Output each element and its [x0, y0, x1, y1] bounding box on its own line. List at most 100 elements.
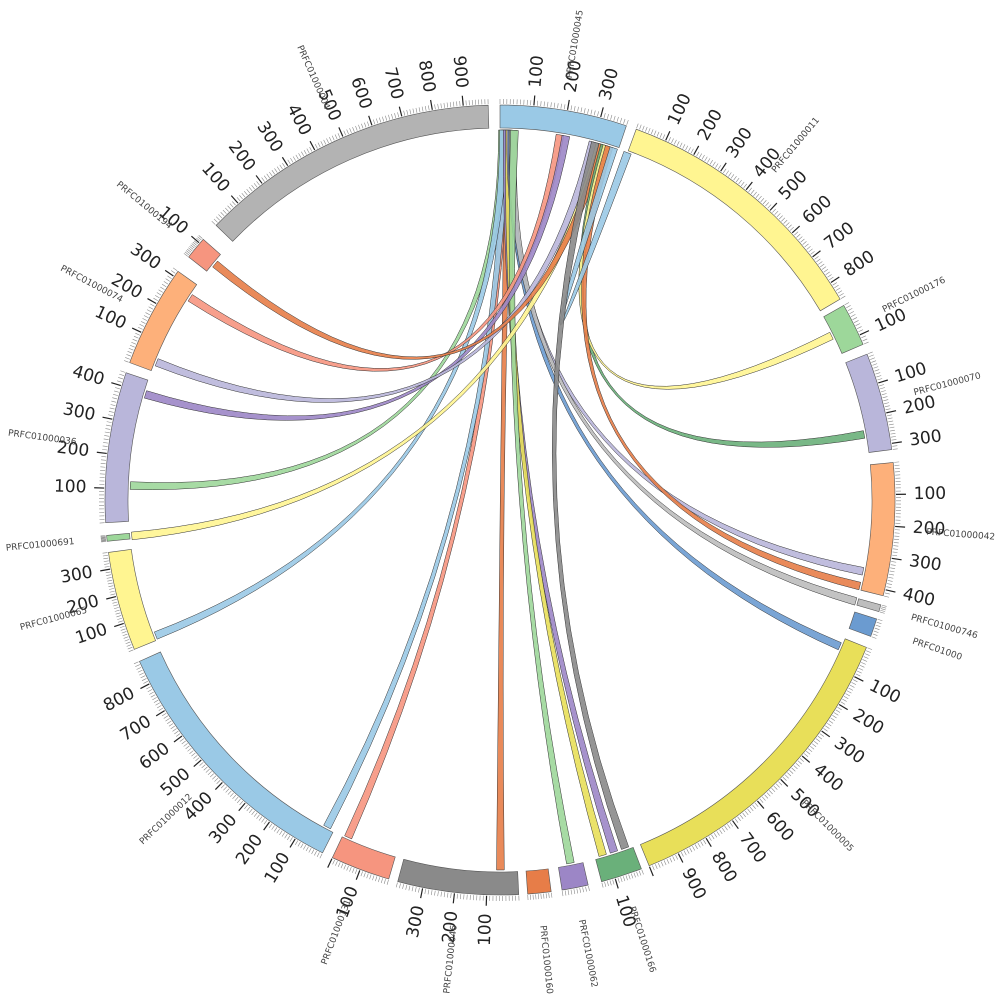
minor-tick	[303, 844, 307, 850]
segment-band-prfc01000046	[397, 858, 520, 896]
major-tick	[891, 557, 902, 561]
minor-tick	[784, 774, 789, 779]
link-prfc01000045-prfc01000065	[154, 129, 508, 640]
minor-tick	[760, 197, 765, 203]
minor-tick	[380, 878, 383, 884]
minor-tick	[140, 321, 146, 324]
minor-tick	[427, 889, 430, 895]
minor-tick	[871, 360, 877, 363]
minor-tick	[855, 673, 861, 677]
major-tick	[430, 99, 433, 110]
minor-tick	[108, 411, 114, 413]
minor-tick	[103, 442, 109, 444]
minor-tick	[880, 608, 886, 611]
minor-tick	[243, 190, 248, 196]
major-tick	[289, 838, 296, 848]
minor-tick	[692, 845, 696, 851]
minor-tick	[174, 730, 179, 735]
minor-tick	[121, 631, 127, 634]
major-tick	[398, 106, 403, 117]
minor-tick	[543, 101, 545, 107]
minor-tick	[703, 839, 707, 845]
minor-tick	[639, 124, 642, 130]
minor-tick	[133, 335, 139, 339]
minor-tick	[116, 615, 122, 618]
segment-band-prfc01000160	[525, 868, 552, 895]
minor-tick	[150, 694, 156, 698]
major-tick	[769, 202, 778, 211]
tick-label: 100	[914, 484, 947, 504]
tick-label: 200	[224, 137, 259, 175]
minor-tick	[120, 370, 126, 373]
minor-tick	[140, 675, 146, 679]
major-tick	[705, 837, 712, 848]
minor-tick	[735, 177, 740, 183]
minor-tick	[156, 292, 162, 296]
minor-tick	[287, 159, 291, 165]
minor-tick	[809, 745, 815, 750]
minor-tick	[443, 102, 445, 108]
minor-tick	[106, 577, 112, 579]
minor-tick	[560, 103, 562, 109]
minor-tick	[679, 142, 683, 148]
minor-tick	[888, 420, 894, 423]
minor-tick	[152, 697, 157, 701]
minor-tick	[717, 165, 722, 170]
minor-tick	[803, 753, 809, 757]
minor-tick	[625, 875, 628, 881]
major-tick	[114, 622, 124, 628]
major-tick	[327, 858, 333, 868]
minor-tick	[196, 237, 201, 242]
minor-tick	[110, 404, 116, 406]
major-tick	[838, 703, 848, 711]
minor-tick	[129, 344, 135, 348]
minor-tick	[263, 175, 268, 180]
minor-tick	[354, 869, 358, 875]
minor-tick	[316, 852, 320, 857]
tick-label: 100	[866, 676, 904, 708]
minor-tick	[871, 636, 877, 639]
tick-label: 300	[205, 810, 241, 848]
minor-tick	[149, 691, 154, 695]
minor-tick	[251, 185, 255, 190]
minor-tick	[282, 163, 286, 168]
minor-tick	[155, 702, 160, 706]
minor-tick	[269, 171, 273, 177]
minor-tick	[187, 248, 192, 253]
major-tick	[801, 755, 811, 763]
minor-tick	[303, 149, 307, 155]
major-tick	[648, 866, 654, 877]
minor-tick	[412, 108, 415, 114]
minor-tick	[820, 263, 825, 268]
minor-tick	[840, 295, 846, 299]
tick-label: 500	[775, 167, 812, 204]
minor-tick	[821, 266, 827, 270]
minor-tick	[263, 820, 268, 825]
minor-tick	[701, 154, 705, 160]
minor-tick	[117, 380, 122, 383]
link-prfc01000045-prfc01000131	[344, 129, 511, 840]
minor-tick	[118, 377, 124, 380]
segment-prfc01000042: 100 200 300 400 PRFC01000042	[860, 461, 995, 611]
minor-tick	[418, 107, 421, 113]
major-tick	[140, 683, 150, 690]
minor-tick	[163, 281, 169, 285]
tick-label: 700	[117, 712, 155, 746]
minor-tick	[835, 287, 841, 291]
minor-tick	[418, 887, 420, 893]
major-tick	[96, 451, 107, 455]
minor-tick	[128, 348, 134, 351]
minor-tick	[440, 103, 442, 109]
minor-tick	[308, 847, 312, 853]
tick-label: 100	[892, 359, 929, 388]
minor-tick	[292, 156, 296, 161]
minor-tick	[335, 860, 338, 866]
minor-tick	[811, 743, 817, 748]
minor-tick	[456, 893, 458, 899]
minor-tick	[884, 405, 890, 408]
minor-tick	[319, 853, 323, 859]
major-tick	[355, 870, 361, 880]
major-tick	[147, 298, 157, 305]
